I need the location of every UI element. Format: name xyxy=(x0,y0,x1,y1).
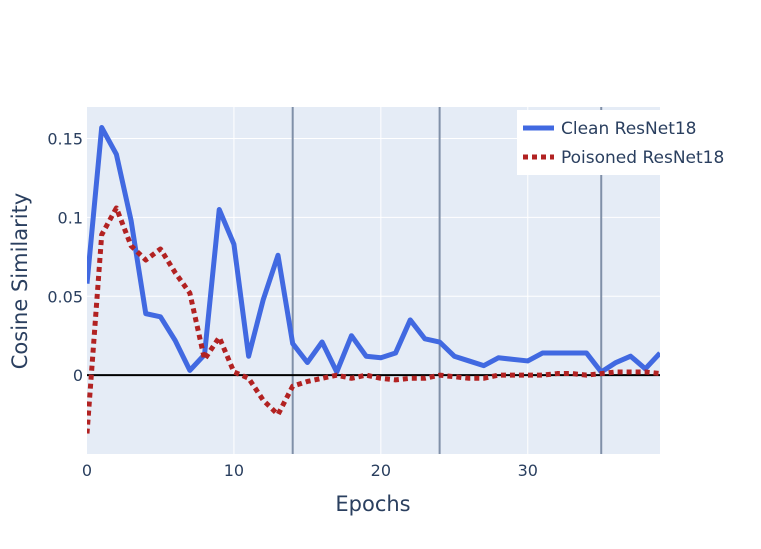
legend: Clean ResNet18 Poisoned ResNet18 xyxy=(517,110,736,175)
legend-label-clean-resnet18: Clean ResNet18 xyxy=(561,119,697,139)
x-tick-label: 20 xyxy=(371,461,391,480)
y-tick-label: 0.15 xyxy=(47,130,83,149)
legend-label-poisoned-resnet18: Poisoned ResNet18 xyxy=(561,148,724,168)
x-axis-label: Epochs xyxy=(335,492,410,516)
series-line-poisoned-resnet18 xyxy=(87,205,660,434)
y-tick-label: 0 xyxy=(73,366,83,385)
tick-labels: 0 10 20 30 0 0.05 0.1 0.15 xyxy=(47,130,538,480)
x-tick-label: 30 xyxy=(518,461,538,480)
y-axis-label: Cosine Similarity xyxy=(8,193,32,369)
y-tick-label: 0.05 xyxy=(47,287,83,306)
legend-background xyxy=(517,110,736,175)
series-line-clean-resnet18 xyxy=(87,125,660,375)
x-tick-label: 0 xyxy=(82,461,92,480)
x-tick-label: 10 xyxy=(224,461,244,480)
y-tick-label: 0.1 xyxy=(58,208,83,227)
series-lines xyxy=(87,125,660,434)
